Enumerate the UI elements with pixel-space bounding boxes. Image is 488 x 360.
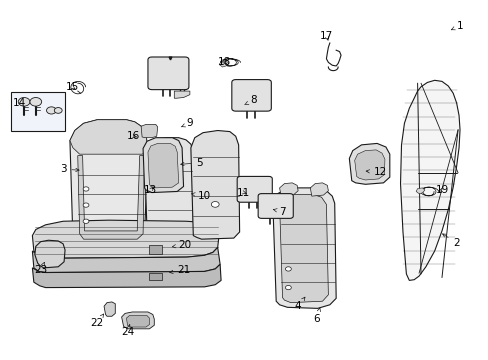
Polygon shape bbox=[104, 302, 115, 316]
Text: 11: 11 bbox=[236, 188, 250, 198]
Text: 20: 20 bbox=[172, 239, 191, 249]
Circle shape bbox=[46, 107, 56, 114]
Polygon shape bbox=[219, 61, 228, 67]
Circle shape bbox=[285, 267, 291, 271]
Text: 2: 2 bbox=[442, 234, 459, 248]
Circle shape bbox=[54, 108, 62, 113]
Circle shape bbox=[83, 187, 89, 191]
Text: 4: 4 bbox=[294, 297, 305, 311]
Text: 14: 14 bbox=[13, 98, 26, 108]
Polygon shape bbox=[126, 316, 149, 327]
Polygon shape bbox=[348, 143, 389, 184]
Text: 22: 22 bbox=[90, 314, 103, 328]
FancyBboxPatch shape bbox=[258, 194, 293, 219]
Text: 19: 19 bbox=[434, 185, 447, 195]
Polygon shape bbox=[354, 150, 384, 180]
Polygon shape bbox=[190, 131, 239, 239]
Circle shape bbox=[285, 285, 291, 290]
Text: 12: 12 bbox=[366, 167, 386, 177]
Circle shape bbox=[30, 98, 41, 106]
Polygon shape bbox=[143, 138, 183, 193]
Polygon shape bbox=[78, 156, 144, 239]
Polygon shape bbox=[70, 120, 148, 154]
Polygon shape bbox=[272, 188, 335, 309]
Text: 13: 13 bbox=[144, 185, 157, 195]
FancyBboxPatch shape bbox=[148, 57, 188, 90]
Polygon shape bbox=[122, 312, 154, 329]
Text: 8: 8 bbox=[244, 95, 256, 105]
Polygon shape bbox=[279, 194, 328, 303]
FancyBboxPatch shape bbox=[231, 80, 271, 111]
Text: 3: 3 bbox=[60, 164, 79, 174]
Polygon shape bbox=[400, 80, 459, 280]
Polygon shape bbox=[144, 138, 193, 235]
Polygon shape bbox=[148, 143, 178, 188]
Polygon shape bbox=[149, 273, 161, 280]
Polygon shape bbox=[32, 264, 221, 288]
Polygon shape bbox=[415, 188, 424, 194]
Polygon shape bbox=[11, 92, 65, 131]
Polygon shape bbox=[174, 91, 189, 98]
Polygon shape bbox=[310, 183, 328, 196]
Text: 24: 24 bbox=[121, 325, 134, 337]
Text: 9: 9 bbox=[181, 118, 193, 128]
Text: 16: 16 bbox=[126, 131, 140, 141]
Text: 1: 1 bbox=[450, 21, 463, 31]
Text: 7: 7 bbox=[273, 207, 285, 217]
Circle shape bbox=[83, 203, 89, 207]
Circle shape bbox=[83, 219, 89, 224]
Circle shape bbox=[18, 98, 30, 106]
FancyBboxPatch shape bbox=[237, 176, 272, 202]
Polygon shape bbox=[149, 245, 161, 253]
Circle shape bbox=[211, 202, 219, 207]
Text: 6: 6 bbox=[313, 308, 320, 324]
Polygon shape bbox=[35, 240, 65, 268]
Text: 18: 18 bbox=[217, 57, 230, 67]
Text: 17: 17 bbox=[319, 31, 332, 41]
Text: 21: 21 bbox=[169, 265, 190, 275]
Text: 15: 15 bbox=[66, 82, 80, 93]
Polygon shape bbox=[32, 220, 219, 258]
Polygon shape bbox=[279, 183, 298, 196]
Polygon shape bbox=[32, 247, 220, 273]
Polygon shape bbox=[141, 125, 158, 138]
Text: 5: 5 bbox=[181, 158, 203, 168]
Polygon shape bbox=[70, 120, 148, 243]
Text: 10: 10 bbox=[191, 191, 211, 201]
Text: 23: 23 bbox=[34, 262, 47, 275]
